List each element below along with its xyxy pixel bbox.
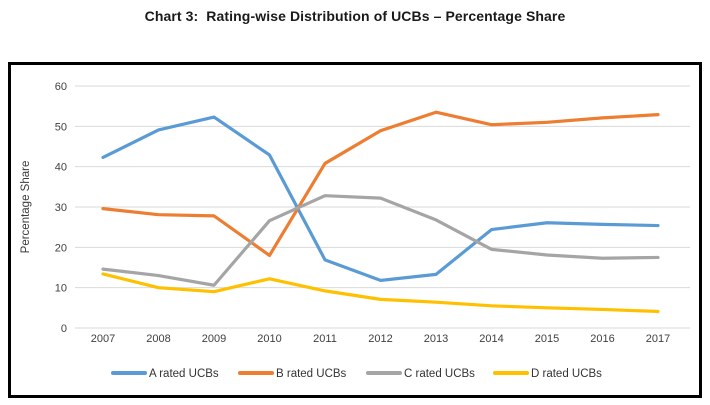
x-tick-label: 2008 <box>146 333 170 345</box>
x-tick-label: 2011 <box>313 333 337 345</box>
chart-title: Chart 3: Rating-wise Distribution of UCB… <box>144 8 566 24</box>
legend-label-d-rated-ucbs: D rated UCBs <box>531 368 602 380</box>
x-tick-label: 2007 <box>91 333 115 345</box>
legend-label-b-rated-ucbs: B rated UCBs <box>276 368 347 380</box>
y-tick-label: 50 <box>55 121 67 133</box>
x-tick-label: 2012 <box>368 333 392 345</box>
y-axis-title: Percentage Share <box>20 161 32 254</box>
x-tick-label: 2013 <box>424 333 448 345</box>
chart-frame: 0 10 20 30 40 50 60 Percentage Share 2007 2008 200… <box>8 62 702 398</box>
series-line-a-rated-ucbs <box>101 115 660 283</box>
legend-label-a-rated-ucbs: A rated UCBs <box>149 368 219 380</box>
x-tick-label: 2016 <box>590 333 614 345</box>
x-tick-label: 2014 <box>479 333 503 345</box>
series-line-b-rated-ucbs <box>101 110 660 257</box>
y-tick-label: 0 <box>61 323 67 335</box>
y-tick-label: 60 <box>55 81 67 93</box>
x-tick-label: 2010 <box>257 333 281 345</box>
y-tick-label: 30 <box>55 202 67 214</box>
series-line-d-rated-ucbs <box>101 272 660 314</box>
line-chart: 0 10 20 30 40 50 60 Percentage Share 2007 2008 200… <box>20 81 690 380</box>
x-tick-label: 2015 <box>535 333 559 345</box>
y-tick-label: 20 <box>55 242 67 254</box>
x-tick-label: 2009 <box>202 333 226 345</box>
legend-label-c-rated-ucbs: C rated UCBs <box>404 368 475 380</box>
x-tick-label: 2017 <box>646 333 670 345</box>
y-tick-label: 40 <box>55 162 67 174</box>
y-tick-label: 10 <box>55 283 67 295</box>
series-line-c-rated-ucbs <box>101 194 660 287</box>
